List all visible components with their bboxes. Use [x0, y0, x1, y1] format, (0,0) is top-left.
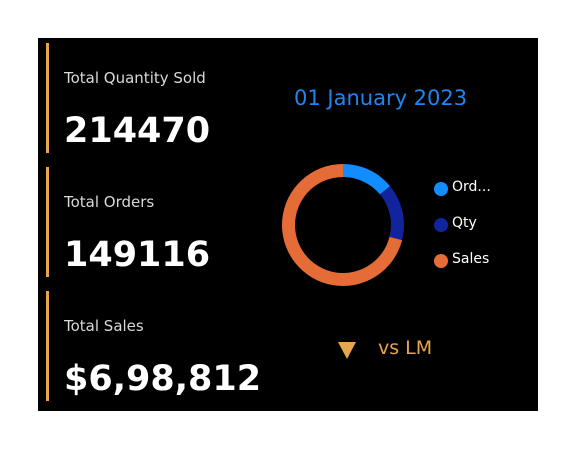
comparison-indicator: vs LM — [338, 336, 478, 366]
kpi-accent-bar — [46, 43, 49, 153]
kpi-card-orders[interactable]: Total Orders 149116 — [46, 167, 266, 277]
kpi-value: $6,98,812 — [64, 359, 262, 399]
legend-label: Ord... — [452, 179, 491, 195]
kpi-card-quantity[interactable]: Total Quantity Sold 214470 — [46, 43, 266, 153]
date-label: 01 January 2023 — [294, 86, 468, 110]
kpi-value: 214470 — [64, 111, 211, 151]
kpi-value: 149116 — [64, 235, 211, 275]
legend-item[interactable]: Ord... — [434, 178, 524, 198]
donut-chart[interactable] — [278, 160, 408, 290]
legend-label: Qty — [452, 215, 477, 231]
kpi-label: Total Orders — [64, 193, 155, 211]
kpi-accent-bar — [46, 291, 49, 401]
kpi-accent-bar — [46, 167, 49, 277]
kpi-label: Total Quantity Sold — [64, 69, 206, 87]
legend-item[interactable]: Sales — [434, 250, 524, 270]
legend-item[interactable]: Qty — [434, 214, 524, 234]
dashboard-panel: Total Quantity Sold 214470 Total Orders … — [38, 38, 538, 411]
legend-dot — [434, 254, 448, 268]
donut-slice-2[interactable] — [379, 186, 404, 241]
down-triangle-icon — [338, 342, 356, 359]
donut-slice-1[interactable] — [343, 164, 391, 195]
kpi-label: Total Sales — [64, 317, 144, 335]
comparison-label: vs LM — [378, 337, 433, 359]
legend-dot — [434, 218, 448, 232]
legend-dot — [434, 182, 448, 196]
kpi-card-sales[interactable]: Total Sales $6,98,812 — [46, 291, 266, 401]
legend-label: Sales — [452, 251, 490, 267]
